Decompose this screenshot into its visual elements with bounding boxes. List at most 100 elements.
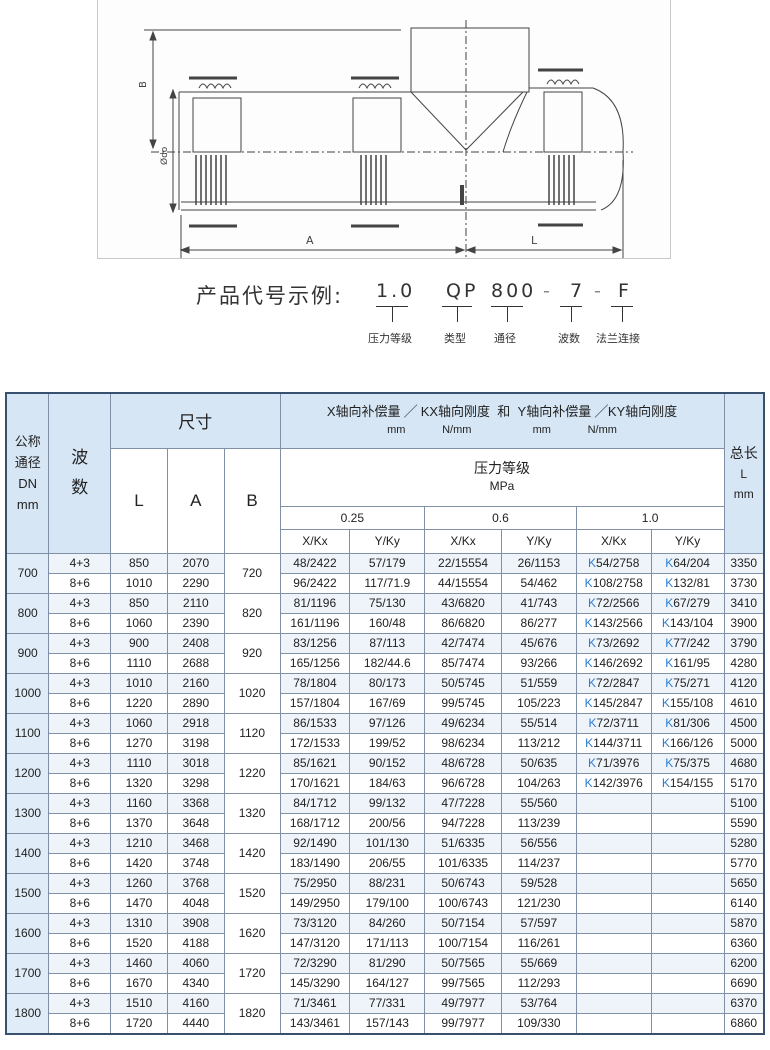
table-row: 1100 4+3 1060 2918 1120 86/1533 97/126 49/6234 5… (5, 712, 765, 754)
cell-x-025: 172/1533 (279, 732, 351, 754)
cell-waves: 4+3 (48, 752, 112, 774)
cell-y-06: 109/330 (500, 1012, 577, 1034)
table-row: 1800 4+3 1510 4160 1820 71/3461 77/331 49/7977 5… (5, 992, 765, 1034)
cell-total-length: 5000 (723, 732, 765, 754)
cell-waves: 4+3 (48, 592, 112, 614)
cell-b: 1720 (223, 952, 281, 994)
header-level-025: 0.25 (279, 505, 426, 530)
cell-total-length: 3350 (723, 552, 765, 574)
cell-y-06: 57/597 (500, 912, 577, 934)
header-xkx: X/Kx (575, 528, 652, 554)
cell-y-10 (650, 852, 725, 874)
cell-waves: 4+3 (48, 952, 112, 974)
cell-x-10: K146/2692 (575, 652, 652, 674)
cell-waves: 8+6 (48, 932, 112, 954)
cell-y-10: K166/126 (650, 732, 725, 754)
cell-x-025: 149/2950 (279, 892, 351, 914)
table-row: 8+6 1370 3648 168/1712 200/56 94/7228 113/239 5… (6, 812, 765, 834)
cell-dn: 1700 (5, 952, 50, 994)
table-row: 1600 4+3 1310 3908 1620 73/3120 84/260 50/7154 5… (5, 912, 765, 954)
cell-a: 2110 (166, 592, 225, 614)
cell-x-06: 22/15554 (424, 552, 502, 574)
cell-x-025: 170/1621 (279, 772, 351, 794)
cell-y-06: 26/1153 (500, 552, 577, 574)
cell-total-length: 6690 (723, 972, 765, 994)
cell-y-025: 171/113 (349, 932, 426, 954)
cell-y-06: 41/743 (500, 592, 577, 614)
cell-x-06: 100/6743 (424, 892, 502, 914)
cell-x-06: 100/7154 (424, 932, 502, 954)
cell-y-10: K155/108 (650, 692, 725, 714)
cell-x-025: 157/1804 (279, 692, 351, 714)
table-row: 700 4+3 850 2070 720 48/2422 57/179 22/15554 26/… (5, 552, 765, 594)
table-row: 8+6 1720 4440 143/3461 157/143 99/7977 109/330… (6, 1012, 765, 1034)
header-pressure: 压力等级 MPa (279, 447, 725, 507)
cell-l: 1270 (110, 732, 168, 754)
cell-l: 1470 (110, 892, 168, 914)
cell-y-06: 55/560 (500, 792, 577, 814)
dimension-d-label: Ødo (159, 146, 170, 165)
cell-dn: 1100 (5, 712, 50, 754)
label-diameter: 通径 (494, 332, 516, 345)
cell-x-06: 99/7977 (424, 1012, 502, 1034)
cell-x-06: 98/6234 (424, 732, 502, 754)
cell-a: 2408 (166, 632, 225, 654)
cell-waves: 4+3 (48, 912, 112, 934)
cell-y-10: K81/306 (650, 712, 725, 734)
dimension-b-label: B (138, 81, 149, 88)
cell-x-10 (575, 1012, 652, 1034)
cell-waves: 4+3 (48, 552, 112, 574)
cell-y-06: 114/237 (500, 852, 577, 874)
cell-y-10 (650, 912, 725, 934)
cell-x-06: 44/15554 (424, 572, 502, 594)
cell-a: 3748 (166, 852, 225, 874)
cell-y-025: 88/231 (349, 872, 426, 894)
cell-y-025: 57/179 (349, 552, 426, 574)
cell-y-10 (650, 812, 725, 834)
spec-table: 公称 通径 DN mm 波数 尺寸 X轴向补偿量 ╱ KX轴向刚度 和 Y轴向补偿量 … (5, 392, 765, 1035)
cell-a: 2688 (166, 652, 225, 674)
cell-dn: 1400 (5, 832, 50, 874)
cell-x-10 (575, 872, 652, 894)
table-row: 1400 4+3 1210 3468 1420 92/1490 101/130 51/6335… (5, 832, 765, 874)
cell-waves: 4+3 (48, 672, 112, 694)
cell-l: 1160 (110, 792, 168, 814)
cell-x-10 (575, 932, 652, 954)
header-level-06: 0.6 (424, 505, 577, 530)
cell-x-06: 50/7154 (424, 912, 502, 934)
cell-y-06: 45/676 (500, 632, 577, 654)
cell-a: 3468 (166, 832, 225, 854)
cell-waves: 8+6 (48, 812, 112, 834)
cell-x-10: K143/2566 (575, 612, 652, 634)
header-level-10: 1.0 (575, 505, 725, 530)
cell-total-length: 3410 (723, 592, 765, 614)
cell-x-06: 94/7228 (424, 812, 502, 834)
cell-x-10: K71/3976 (575, 752, 652, 774)
cell-total-length: 6860 (723, 1012, 765, 1034)
cell-x-10: K72/2847 (575, 672, 652, 694)
cell-y-025: 160/48 (349, 612, 426, 634)
cell-b: 1020 (223, 672, 281, 714)
cell-total-length: 5170 (723, 772, 765, 794)
cell-y-10 (650, 992, 725, 1014)
cell-a: 4060 (166, 952, 225, 974)
header-b: B (223, 447, 281, 554)
header-l: L (110, 447, 168, 554)
cell-l: 1460 (110, 952, 168, 974)
cell-a: 2918 (166, 712, 225, 734)
cell-y-06: 50/635 (500, 752, 577, 774)
cell-y-06: 55/669 (500, 952, 577, 974)
table-row: 8+6 1320 3298 170/1621 184/63 96/6728 104/263 K… (6, 772, 765, 794)
cell-y-025: 184/63 (349, 772, 426, 794)
cell-x-025: 84/1712 (279, 792, 351, 814)
cell-x-025: 75/2950 (279, 872, 351, 894)
cell-l: 900 (110, 632, 168, 654)
cell-y-025: 87/113 (349, 632, 426, 654)
cell-x-025: 147/3120 (279, 932, 351, 954)
table-row: 800 4+3 850 2110 820 81/1196 75/130 43/6820 41/7… (5, 592, 765, 634)
label-type: 类型 (444, 332, 466, 345)
header-yky: Y/Ky (650, 528, 725, 554)
cell-waves: 8+6 (48, 652, 112, 674)
cell-x-06: 50/7565 (424, 952, 502, 974)
cell-l: 1010 (110, 672, 168, 694)
